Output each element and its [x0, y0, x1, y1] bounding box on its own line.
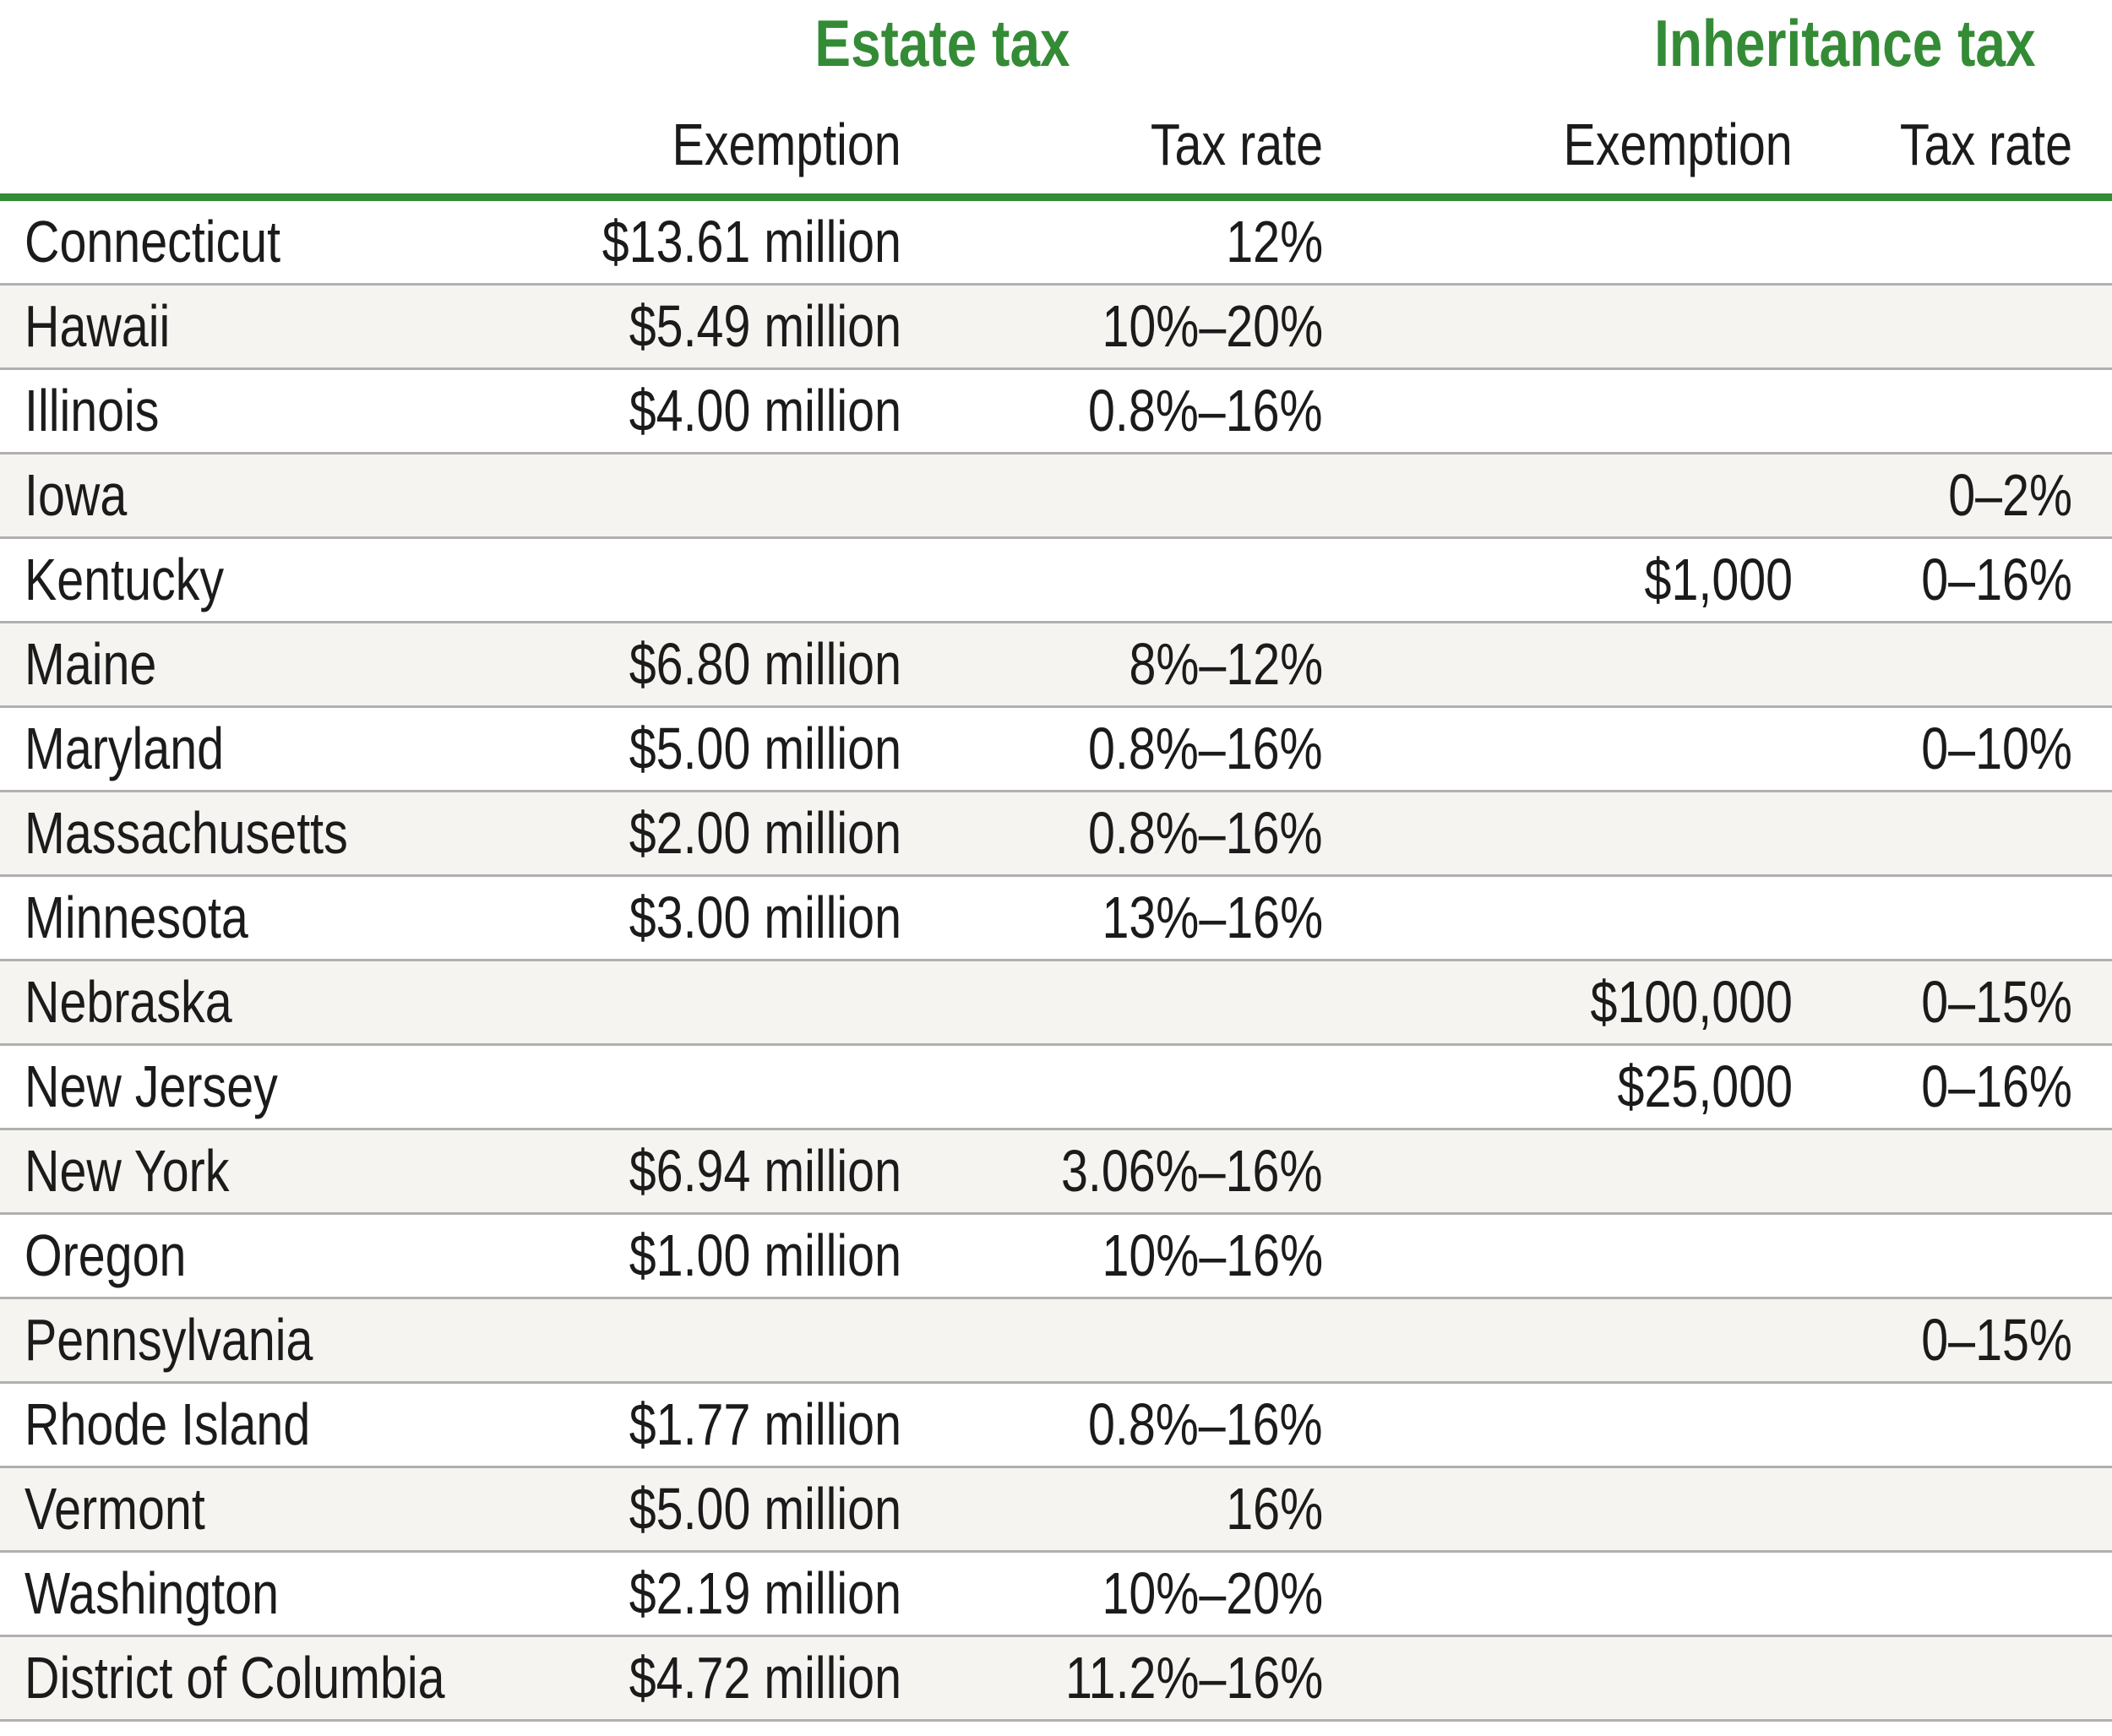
state-cell: Kentucky: [24, 547, 225, 612]
estate-exemption-cell: $3.00 million: [629, 884, 901, 950]
state-cell: Maine: [24, 631, 157, 697]
table-row: Illinois $4.00 million 0.8%–16%: [0, 370, 2112, 454]
table-row: Iowa 0–2%: [0, 454, 2112, 539]
estate-tax-rate-cell: 0.8%–16%: [1088, 800, 1323, 866]
estate-tax-rate-cell: 13%–16%: [1102, 884, 1323, 950]
state-cell: Pennsylvania: [24, 1307, 313, 1373]
state-cell: Maryland: [24, 716, 225, 781]
inheritance-tax-rate-cell: 0–15%: [1921, 1307, 2072, 1373]
inheritance-tax-rate-column-header: Tax rate: [1899, 112, 2072, 177]
estate-tax-group-header: Estate tax: [814, 6, 1070, 80]
estate-exemption-cell: $1.00 million: [629, 1222, 901, 1288]
estate-exemption-cell: $2.00 million: [629, 800, 901, 866]
estate-exemption-cell: $6.80 million: [629, 631, 901, 697]
inheritance-exemption-cell: $100,000: [1590, 969, 1793, 1035]
table-row: New York $6.94 million 3.06%–16%: [0, 1130, 2112, 1215]
table-body: Connecticut $13.61 million 12% Hawaii $5.49 …: [0, 201, 2112, 1722]
state-cell: Massachusetts: [24, 800, 348, 866]
estate-tax-rate-cell: 12%: [1226, 209, 1323, 275]
estate-tax-rate-column-header: Tax rate: [1150, 112, 1323, 177]
state-cell: Rhode Island: [24, 1391, 311, 1457]
state-cell: Hawaii: [24, 293, 171, 359]
estate-tax-rate-cell: 11.2%–16%: [1064, 1645, 1323, 1711]
state-cell: Nebraska: [24, 969, 232, 1035]
state-cell: Washington: [24, 1560, 279, 1626]
estate-exemption-cell: $6.94 million: [629, 1138, 901, 1204]
table-row: Oregon $1.00 million 10%–16%: [0, 1215, 2112, 1299]
table-row: District of Columbia $4.72 million 11.2%–1…: [0, 1637, 2112, 1722]
estate-exemption-cell: $2.19 million: [629, 1560, 901, 1626]
table-row: Minnesota $3.00 million 13%–16%: [0, 877, 2112, 961]
inheritance-tax-rate-cell: 0–2%: [1948, 462, 2072, 528]
estate-exemption-column-header: Exemption: [672, 112, 901, 177]
table-row: Nebraska $100,000 0–15%: [0, 961, 2112, 1046]
state-cell: Illinois: [24, 378, 160, 444]
estate-exemption-cell: $5.00 million: [629, 1476, 901, 1542]
estate-tax-rate-cell: 0.8%–16%: [1088, 716, 1323, 781]
table-row: Rhode Island $1.77 million 0.8%–16%: [0, 1384, 2112, 1468]
inheritance-tax-group-header: Inheritance tax: [1654, 6, 2036, 80]
table-row: Connecticut $13.61 million 12%: [0, 201, 2112, 286]
estate-exemption-cell: $4.00 million: [629, 378, 901, 444]
state-cell: Connecticut: [24, 209, 281, 275]
table-row: Maryland $5.00 million 0.8%–16% 0–10%: [0, 708, 2112, 792]
estate-tax-rate-cell: 16%: [1226, 1476, 1323, 1542]
table-row: Vermont $5.00 million 16%: [0, 1468, 2112, 1553]
table-row: Hawaii $5.49 million 10%–20%: [0, 286, 2112, 370]
inheritance-tax-rate-cell: 0–16%: [1921, 547, 2072, 612]
estate-tax-rate-cell: 8%–12%: [1129, 631, 1323, 697]
inheritance-tax-rate-cell: 0–15%: [1921, 969, 2072, 1035]
table-row: Maine $6.80 million 8%–12%: [0, 623, 2112, 708]
estate-tax-rate-cell: 10%–20%: [1102, 293, 1323, 359]
inheritance-exemption-column-header: Exemption: [1563, 112, 1793, 177]
inheritance-tax-rate-cell: 0–16%: [1921, 1053, 2072, 1119]
table-row: New Jersey $25,000 0–16%: [0, 1046, 2112, 1130]
inheritance-tax-rate-cell: 0–10%: [1921, 716, 2072, 781]
state-cell: Iowa: [24, 462, 128, 528]
estate-tax-rate-cell: 0.8%–16%: [1088, 1391, 1323, 1457]
estate-exemption-cell: $4.72 million: [629, 1645, 901, 1711]
table-row: Massachusetts $2.00 million 0.8%–16%: [0, 792, 2112, 877]
estate-exemption-cell: $13.61 million: [601, 209, 901, 275]
estate-tax-rate-cell: 3.06%–16%: [1061, 1138, 1323, 1204]
table-row: Pennsylvania 0–15%: [0, 1299, 2112, 1384]
state-cell: Minnesota: [24, 884, 248, 950]
state-cell: District of Columbia: [24, 1645, 445, 1711]
inheritance-exemption-cell: $1,000: [1644, 547, 1793, 612]
state-cell: New Jersey: [24, 1053, 278, 1119]
estate-exemption-cell: $5.49 million: [629, 293, 901, 359]
state-cell: Vermont: [24, 1476, 205, 1542]
table-row: Washington $2.19 million 10%–20%: [0, 1553, 2112, 1637]
state-cell: Oregon: [24, 1222, 187, 1288]
estate-exemption-cell: $5.00 million: [629, 716, 901, 781]
inheritance-exemption-cell: $25,000: [1617, 1053, 1793, 1119]
table-header: Estate tax Inheritance tax Exemption Tax…: [0, 0, 2112, 201]
estate-exemption-cell: $1.77 million: [629, 1391, 901, 1457]
estate-tax-rate-cell: 10%–20%: [1102, 1560, 1323, 1626]
estate-tax-rate-cell: 10%–16%: [1102, 1222, 1323, 1288]
estate-tax-rate-cell: 0.8%–16%: [1088, 378, 1323, 444]
state-cell: New York: [24, 1138, 230, 1204]
table-row: Kentucky $1,000 0–16%: [0, 539, 2112, 623]
